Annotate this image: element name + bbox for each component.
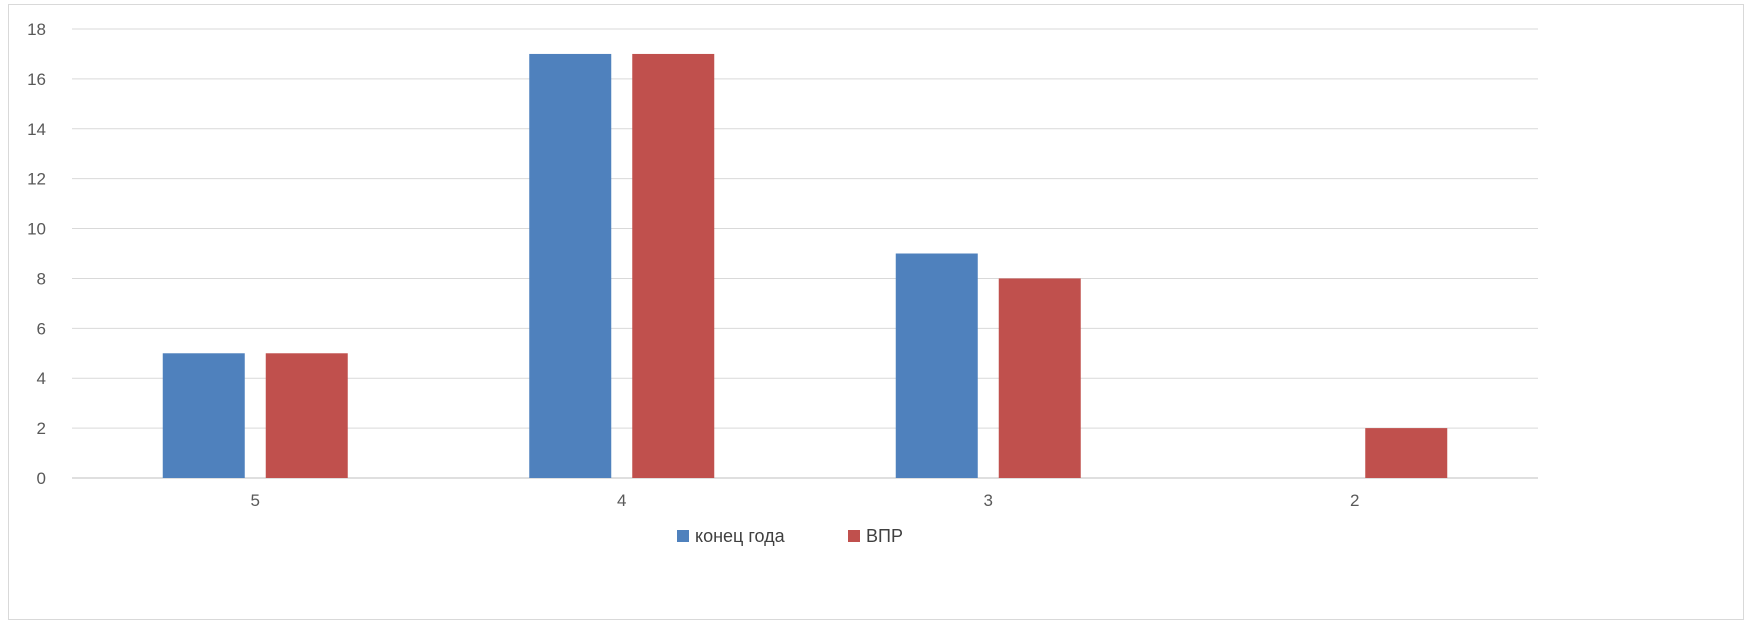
x-tick-label: 3 xyxy=(984,491,993,510)
bar-series1-5 xyxy=(162,353,245,478)
x-axis-tick-labels: 5 4 3 2 xyxy=(251,491,1360,510)
y-tick-label: 4 xyxy=(37,369,46,388)
y-tick-label: 0 xyxy=(37,469,46,488)
y-tick-label: 6 xyxy=(37,319,46,338)
x-tick-label: 5 xyxy=(251,491,260,510)
x-tick-label: 4 xyxy=(617,491,626,510)
legend-swatch xyxy=(677,530,689,542)
bar-series1-4 xyxy=(529,53,612,478)
legend-label: ВПР xyxy=(866,526,903,546)
y-axis-tick-labels: 0 2 4 6 8 10 12 14 16 18 xyxy=(27,20,46,488)
y-tick-label: 16 xyxy=(27,70,46,89)
y-tick-label: 12 xyxy=(27,170,46,189)
bar-series2-4 xyxy=(632,53,715,478)
y-tick-label: 8 xyxy=(37,269,46,288)
legend: конец года ВПР xyxy=(677,526,903,546)
y-tick-label: 10 xyxy=(27,220,46,239)
y-tick-label: 18 xyxy=(27,20,46,39)
legend-swatch xyxy=(848,530,860,542)
y-tick-label: 14 xyxy=(27,120,46,139)
bar-series1-3 xyxy=(895,253,978,478)
legend-label: конец года xyxy=(695,526,786,546)
chart-frame xyxy=(8,4,1744,620)
bar-series2-2 xyxy=(1365,428,1448,478)
bar-series2-5 xyxy=(265,353,348,478)
bars xyxy=(162,53,1448,478)
x-tick-label: 2 xyxy=(1350,491,1359,510)
y-tick-label: 2 xyxy=(37,419,46,438)
bar-series2-3 xyxy=(998,278,1081,478)
